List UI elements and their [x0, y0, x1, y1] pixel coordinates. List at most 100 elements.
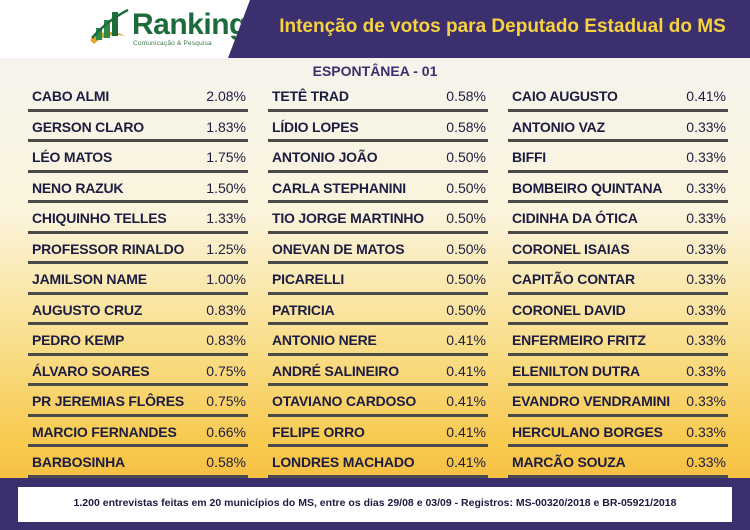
candidate-name: PEDRO KEMP — [32, 332, 125, 348]
logo-text: Ranking — [132, 8, 247, 41]
candidate-row: PICARELLI 0.50% — [268, 264, 488, 295]
candidate-row: CAPITÃO CONTAR 0.33% — [508, 264, 728, 295]
candidate-row: ÁLVARO SOARES 0.75% — [28, 356, 248, 386]
candidate-percentage: 1.75% — [206, 149, 246, 165]
candidate-row: ANDRÉ SALINEIRO 0.41% — [268, 356, 488, 386]
candidate-row: OTAVIANO CARDOSO 0.41% — [268, 386, 488, 417]
candidate-row: CORONEL ISAIAS 0.33% — [508, 234, 728, 264]
candidate-percentage: 0.50% — [446, 301, 486, 318]
candidate-row: HERCULANO BORGES 0.33% — [508, 417, 728, 447]
candidate-row: CHIQUINHO TELLES 1.33% — [28, 203, 248, 234]
candidate-row: FELIPE ORRO 0.41% — [268, 417, 488, 447]
candidate-row: AUGUSTO CRUZ 0.83% — [28, 295, 248, 325]
candidate-row: ANTONIO NERE 0.41% — [268, 325, 488, 356]
candidate-row: ANTONIO VAZ 0.33% — [508, 112, 728, 142]
candidate-name: ANTONIO VAZ — [512, 118, 605, 135]
candidate-name: ELENILTON DUTRA — [512, 362, 640, 379]
candidate-percentage: 0.33% — [686, 362, 726, 379]
candidate-percentage: 0.50% — [446, 271, 486, 287]
candidate-name: FELIPE ORRO — [272, 423, 365, 440]
candidate-percentage: 0.83% — [206, 332, 246, 348]
candidate-percentage: 0.33% — [686, 454, 726, 470]
candidate-name: CABO ALMI — [32, 88, 110, 104]
candidate-row: BOMBEIRO QUINTANA 0.33% — [508, 173, 728, 203]
candidate-row: PEDRO KEMP 0.83% — [28, 325, 248, 356]
footer-box: 1.200 entrevistas feitas em 20 município… — [18, 487, 732, 522]
candidate-percentage: 0.50% — [446, 240, 486, 257]
candidate-row: CIDINHA DA ÓTICA 0.33% — [508, 203, 728, 234]
candidate-row: ENFERMEIRO FRITZ 0.33% — [508, 325, 728, 356]
candidate-name: ONEVAN DE MATOS — [272, 240, 405, 257]
candidate-name: LÍDIO LOPES — [272, 118, 359, 135]
candidate-row: MARCIO FERNANDES 0.66% — [28, 417, 248, 447]
candidate-name: GERSON CLARO — [32, 118, 144, 135]
footer-text: 1.200 entrevistas feitas em 20 município… — [73, 497, 677, 509]
candidate-percentage: 0.50% — [446, 210, 486, 226]
candidate-percentage: 0.33% — [686, 393, 726, 409]
page-title: Intenção de votos para Deputado Estadual… — [279, 16, 726, 37]
candidate-name: ANTONIO NERE — [272, 332, 377, 348]
candidate-name: CHIQUINHO TELLES — [32, 210, 167, 226]
candidate-percentage: 1.25% — [206, 240, 246, 257]
candidate-row: CABO ALMI 2.08% — [28, 81, 248, 112]
candidate-row: EVANDRO VENDRAMINI 0.33% — [508, 386, 728, 417]
candidate-row: GERSON CLARO 1.83% — [28, 112, 248, 142]
candidate-percentage: 0.50% — [446, 149, 486, 165]
candidate-row: LONDRES MACHADO 0.41% — [268, 447, 488, 478]
candidate-percentage: 0.58% — [446, 88, 486, 104]
candidate-percentage: 0.58% — [446, 118, 486, 135]
candidate-name: OTAVIANO CARDOSO — [272, 393, 417, 409]
candidate-row: TETÊ TRAD 0.58% — [268, 81, 488, 112]
ranking-logo-icon — [90, 8, 129, 44]
candidate-name: LÉO MATOS — [32, 149, 113, 165]
candidate-name: PR JEREMIAS FLÔRES — [32, 393, 184, 409]
candidate-column-2: TETÊ TRAD 0.58% LÍDIO LOPES 0.58% ANTONIO JO… — [268, 81, 488, 478]
candidate-percentage: 0.33% — [686, 179, 726, 196]
section-subtitle: ESPONTÂNEA - 01 — [312, 63, 438, 79]
candidate-percentage: 2.08% — [206, 88, 246, 104]
candidate-name: PATRICIA — [272, 301, 335, 318]
candidate-percentage: 1.33% — [206, 210, 246, 226]
candidate-name: ENFERMEIRO FRITZ — [512, 332, 646, 348]
candidate-row: ONEVAN DE MATOS 0.50% — [268, 234, 488, 264]
candidate-percentage: 0.41% — [446, 423, 486, 440]
candidate-row: PR JEREMIAS FLÔRES 0.75% — [28, 386, 248, 417]
candidate-name: ANDRÉ SALINEIRO — [272, 362, 399, 379]
candidate-percentage: 0.33% — [686, 423, 726, 440]
candidate-percentage: 0.33% — [686, 210, 726, 226]
candidate-percentage: 0.33% — [686, 301, 726, 318]
candidate-name: CORONEL ISAIAS — [512, 240, 630, 257]
candidate-row: BARBOSINHA 0.58% — [28, 447, 248, 478]
candidate-percentage: 0.41% — [686, 88, 726, 104]
candidate-name: NENO RAZUK — [32, 179, 124, 196]
candidate-percentage: 0.33% — [686, 240, 726, 257]
footer: 1.200 entrevistas feitas em 20 município… — [0, 478, 750, 530]
candidate-name: JAMILSON NAME — [32, 271, 147, 287]
candidate-percentage: 0.75% — [206, 362, 246, 379]
candidate-percentage: 0.75% — [206, 393, 246, 409]
candidate-percentage: 0.33% — [686, 332, 726, 348]
candidate-percentage: 1.50% — [206, 179, 246, 196]
candidate-row: CAIO AUGUSTO 0.41% — [508, 81, 728, 112]
candidate-name: PICARELLI — [272, 271, 345, 287]
candidate-name: BOMBEIRO QUINTANA — [512, 179, 663, 196]
candidate-name: CARLA STEPHANINI — [272, 179, 406, 196]
candidate-row: LÍDIO LOPES 0.58% — [268, 112, 488, 142]
candidate-row: ANTONIO JOÃO 0.50% — [268, 142, 488, 173]
candidate-percentage: 0.83% — [206, 301, 246, 318]
candidate-percentage: 0.33% — [686, 118, 726, 135]
candidate-percentage: 0.58% — [206, 454, 246, 470]
candidate-name: MARCIO FERNANDES — [32, 423, 177, 440]
candidate-row: BIFFI 0.33% — [508, 142, 728, 173]
candidate-percentage: 0.33% — [686, 271, 726, 287]
candidate-column-3: CAIO AUGUSTO 0.41% ANTONIO VAZ 0.33% BIFFI 0.… — [508, 81, 728, 478]
candidate-percentage: 0.50% — [446, 179, 486, 196]
candidate-name: CORONEL DAVID — [512, 301, 626, 318]
candidate-name: CAPITÃO CONTAR — [512, 271, 635, 287]
candidate-row: TIO JORGE MARTINHO 0.50% — [268, 203, 488, 234]
candidate-percentage: 0.66% — [206, 423, 246, 440]
candidate-name: TIO JORGE MARTINHO — [272, 210, 424, 226]
candidate-name: HERCULANO BORGES — [512, 423, 663, 440]
header-band — [228, 0, 750, 58]
candidate-row: LÉO MATOS 1.75% — [28, 142, 248, 173]
